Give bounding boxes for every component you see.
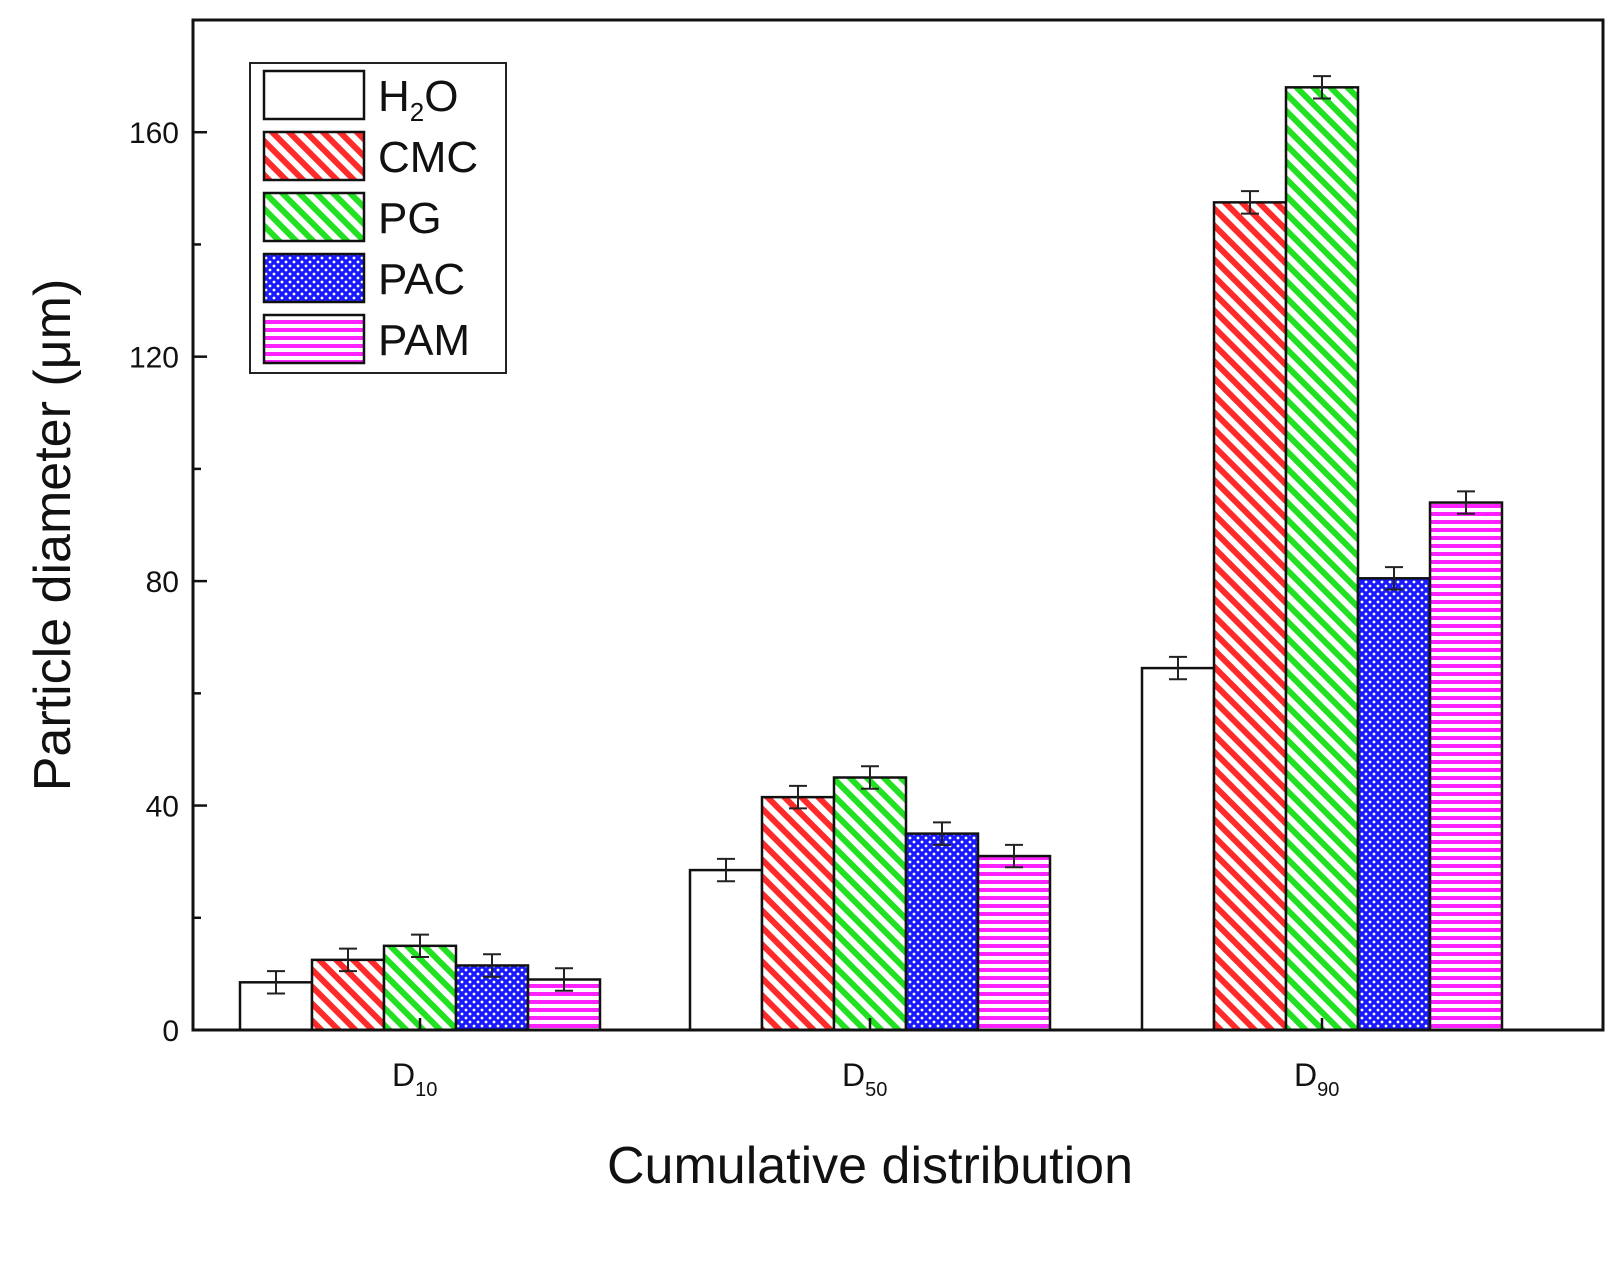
error-bar-PAC-D10 bbox=[483, 953, 501, 978]
legend-swatch-PG bbox=[262, 191, 366, 243]
x-tick-label-D90: D90 bbox=[1294, 1057, 1339, 1101]
bars-layer bbox=[238, 86, 1504, 1032]
error-bars-layer bbox=[267, 75, 1475, 995]
error-bar-PAC-D50 bbox=[933, 821, 951, 846]
error-bar-CMC-D50 bbox=[789, 784, 807, 810]
bar-PG-D50 bbox=[832, 776, 908, 1032]
error-bar-CMC-D90 bbox=[1241, 190, 1259, 215]
bar-group-D10 bbox=[238, 944, 602, 1032]
x-tick-label-D50: D50 bbox=[842, 1057, 887, 1101]
error-bar-H2O-D10 bbox=[267, 970, 285, 995]
plot-frame bbox=[191, 18, 1605, 1032]
legend-swatch-PAM bbox=[262, 313, 366, 365]
error-bar-PAM-D10 bbox=[555, 967, 573, 992]
legend-item-PG: PG bbox=[262, 191, 442, 243]
legend-item-CMC: CMC bbox=[262, 130, 478, 182]
bar-H2O-D50 bbox=[688, 868, 764, 1032]
y-tick-label: 160 bbox=[129, 117, 179, 150]
legend-item-PAC: PAC bbox=[262, 252, 465, 304]
error-bar-PAM-D90 bbox=[1457, 490, 1475, 515]
error-bar-PG-D90 bbox=[1313, 75, 1331, 100]
error-bar-PG-D50 bbox=[861, 765, 879, 790]
y-tick-label: 40 bbox=[146, 791, 179, 824]
x-tick-label-D10: D10 bbox=[392, 1057, 437, 1101]
bar-PG-D90 bbox=[1284, 86, 1360, 1032]
bar-PAC-D90 bbox=[1356, 577, 1432, 1032]
bar-CMC-D90 bbox=[1212, 201, 1288, 1032]
y-tick-label: 80 bbox=[146, 566, 179, 599]
legend-swatch-H2O bbox=[262, 69, 366, 121]
legend-label-PAC: PAC bbox=[378, 255, 465, 304]
legend-swatch-CMC bbox=[262, 130, 366, 182]
bar-PAC-D50 bbox=[904, 832, 980, 1032]
error-bar-PAC-D90 bbox=[1385, 566, 1403, 591]
legend-label-PAM: PAM bbox=[378, 316, 470, 365]
bar-H2O-D90 bbox=[1140, 666, 1216, 1032]
axes-layer: 0 40 80 120 160 D10 D50 D90 bbox=[129, 18, 1605, 1101]
legend-item-PAM: PAM bbox=[262, 313, 470, 365]
legend-label-H2O: H2O bbox=[378, 72, 458, 127]
error-bar-PAM-D50 bbox=[1005, 843, 1023, 869]
error-bar-H2O-D90 bbox=[1169, 655, 1187, 681]
bar-PAM-D90 bbox=[1428, 501, 1504, 1032]
error-bar-H2O-D50 bbox=[717, 857, 735, 883]
bar-group-D90 bbox=[1140, 86, 1504, 1032]
legend-label-CMC: CMC bbox=[378, 133, 478, 182]
error-bar-PG-D10 bbox=[411, 933, 429, 959]
legend-label-PG: PG bbox=[378, 194, 442, 243]
x-axis-title: Cumulative distribution bbox=[607, 1137, 1133, 1195]
error-bar-CMC-D10 bbox=[339, 947, 357, 973]
y-tick-label: 0 bbox=[162, 1015, 179, 1048]
y-tick-label: 120 bbox=[129, 342, 179, 375]
bar-group-D50 bbox=[688, 776, 1052, 1032]
y-axis-title: Particle diameter (μm) bbox=[24, 279, 82, 792]
legend: H2O CMC PG PAC PAM bbox=[249, 62, 507, 374]
bar-PG-D10 bbox=[382, 944, 458, 1032]
bar-CMC-D50 bbox=[760, 795, 836, 1032]
legend-item-H2O: H2O bbox=[262, 69, 458, 127]
legend-swatch-PAC bbox=[262, 252, 366, 304]
bar-PAM-D50 bbox=[976, 854, 1052, 1032]
